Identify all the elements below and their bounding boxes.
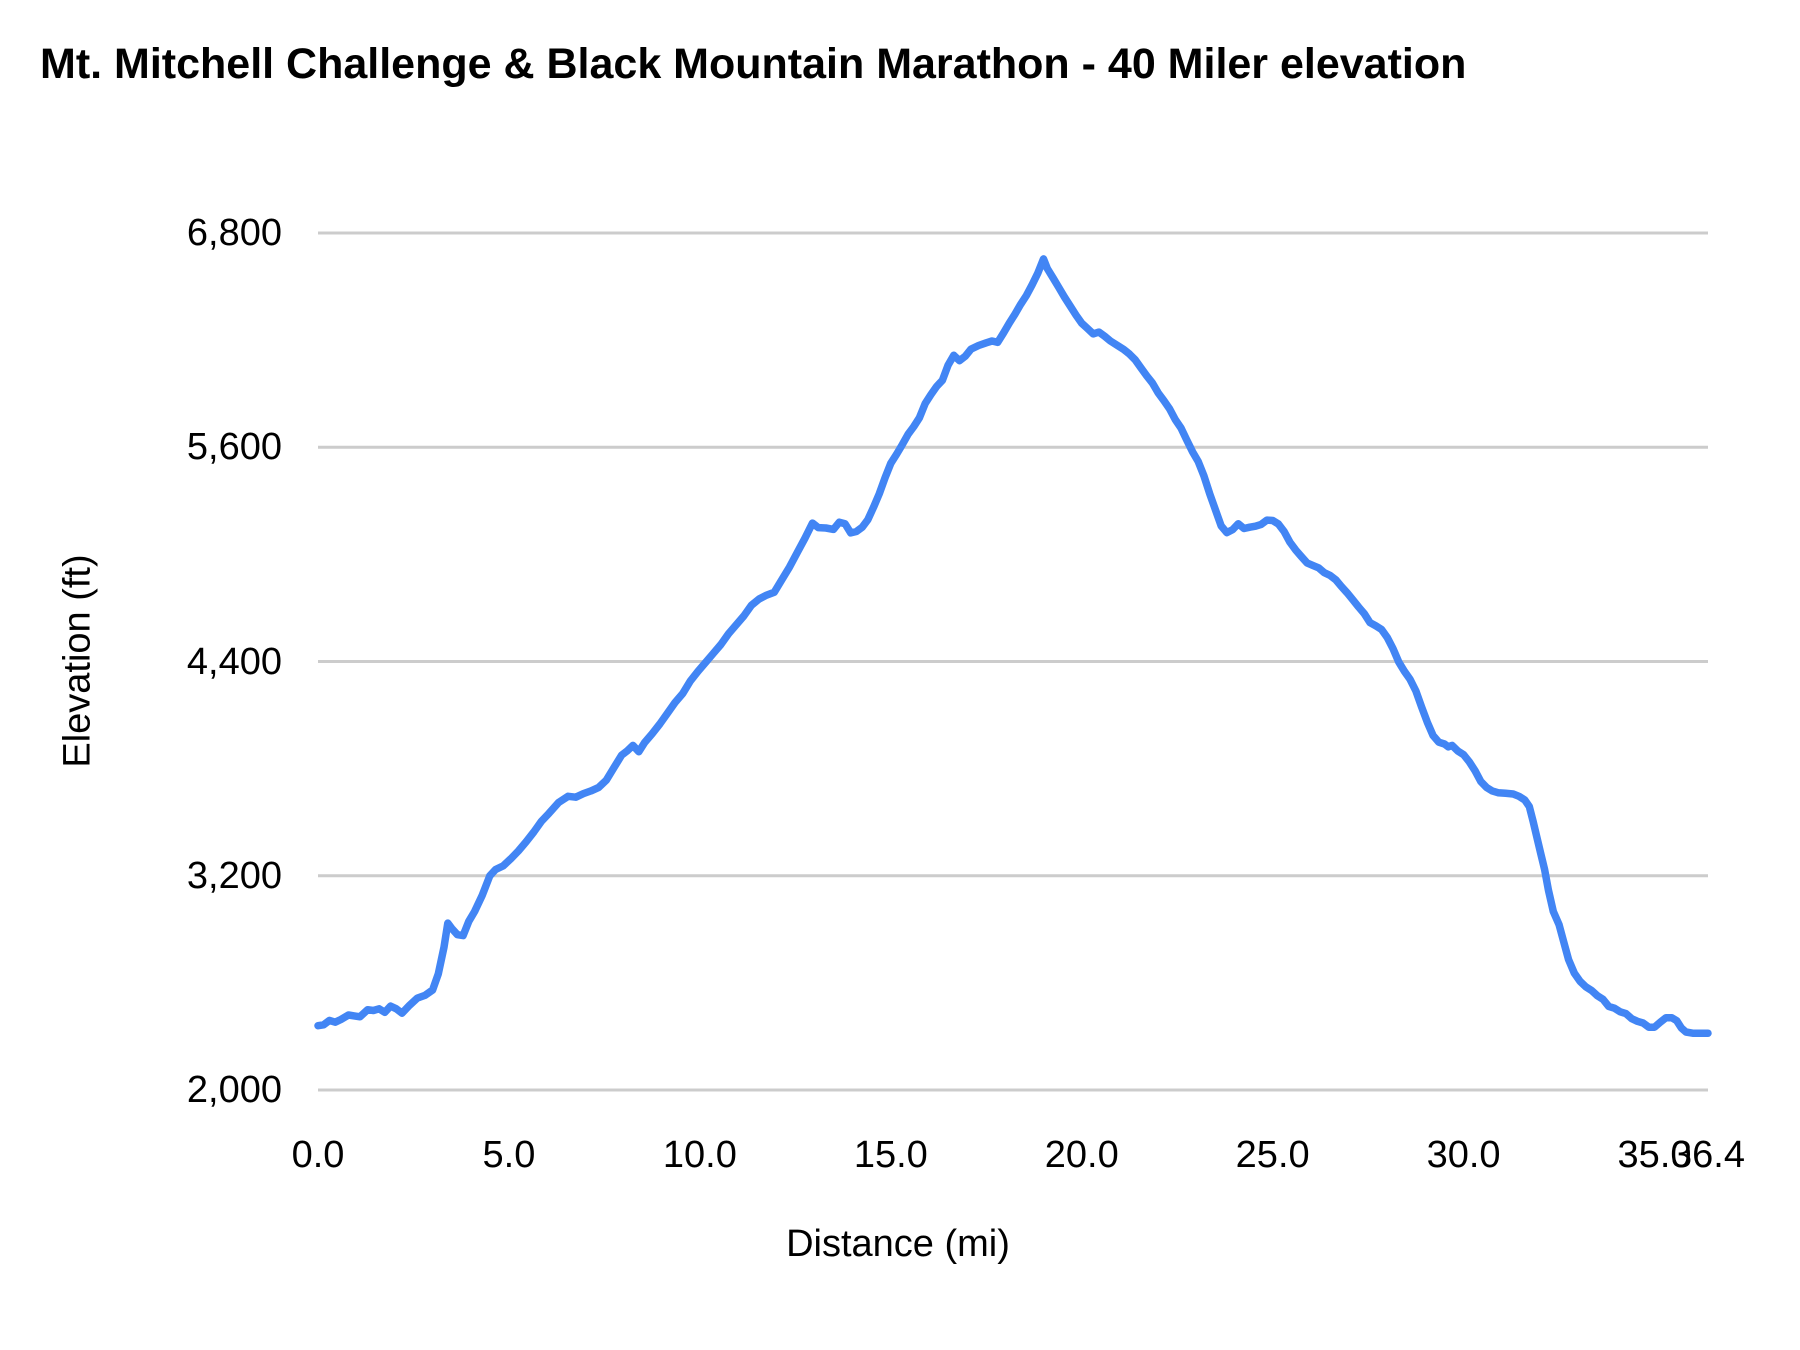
x-tick-label: 36.4	[1671, 1134, 1745, 1176]
x-tick-label: 25.0	[1235, 1134, 1310, 1176]
x-tick-label: 20.0	[1044, 1134, 1119, 1176]
chart-title: Mt. Mitchell Challenge & Black Mountain …	[40, 40, 1467, 88]
x-tick-label: 30.0	[1426, 1134, 1501, 1176]
x-tick-label: 0.0	[291, 1134, 345, 1176]
x-tick-label: 10.0	[662, 1134, 737, 1176]
y-tick-label: 3,200	[186, 854, 282, 897]
y-tick-label: 6,800	[186, 212, 282, 254]
x-tick-label: 5.0	[482, 1134, 536, 1176]
gridlines	[318, 231, 1708, 1092]
x-axis-title: Distance (mi)	[786, 1223, 1010, 1265]
elevation-line	[314, 255, 1712, 1037]
y-tick-label: 2,000	[186, 1069, 282, 1111]
y-tick-label: 4,400	[186, 640, 282, 683]
x-tick-label: 35.0	[1617, 1134, 1692, 1176]
y-tick-label: 5,600	[186, 426, 282, 469]
x-tick-label: 15.0	[853, 1134, 928, 1176]
y-axis-title: Elevation (ft)	[56, 554, 99, 768]
